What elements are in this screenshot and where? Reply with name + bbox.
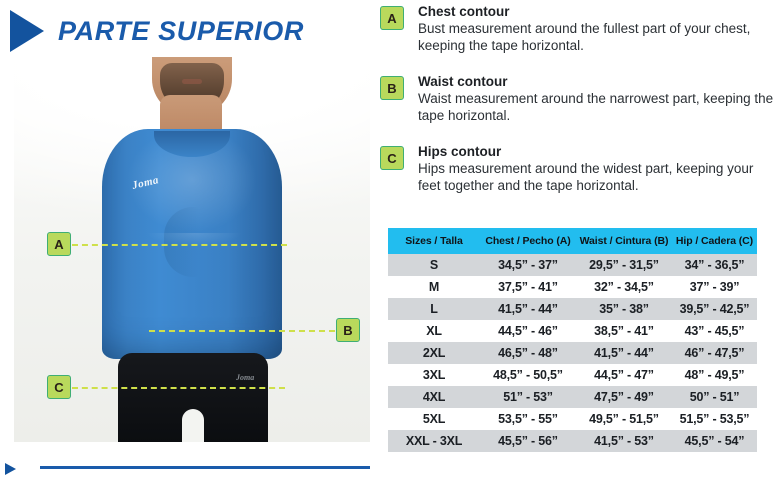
cell-waist: 41,5” - 44” [576,342,672,364]
model-legs-gap [182,409,204,442]
model-photo: Joma Joma A B C [14,57,370,442]
shirt-shading [164,207,222,277]
cell-size: 2XL [388,342,480,364]
footer-divider [40,466,370,469]
table-header-row: Sizes / Talla Chest / Pecho (A) Waist / … [388,228,757,254]
contour-badge-c: C [380,146,404,170]
cell-size: XXL - 3XL [388,430,480,452]
cell-chest: 41,5” - 44” [480,298,576,320]
table-row: L 41,5” - 44” 35” - 38” 39,5” - 42,5” [388,298,757,320]
contour-item-waist: B Waist contour Waist measurement around… [380,74,776,125]
contour-text-waist: Waist contour Waist measurement around t… [418,74,776,125]
cell-chest: 53,5” - 55” [480,408,576,430]
table-row: 3XL 48,5” - 50,5” 44,5” - 47” 48” - 49,5” [388,364,757,386]
cell-hip: 50” - 51” [672,386,757,408]
column-header-hip: Hip / Cadera (C) [672,228,757,254]
cell-hip: 51,5” - 53,5” [672,408,757,430]
cell-chest: 45,5” - 56” [480,430,576,452]
model-lip [182,79,202,84]
contour-title-waist: Waist contour [418,74,508,89]
cell-hip: 39,5” - 42,5” [672,298,757,320]
cell-chest: 34,5” - 37” [480,254,576,276]
measure-marker-b: B [336,318,360,342]
cell-hip: 48” - 49,5” [672,364,757,386]
section-header: PARTE SUPERIOR [8,10,368,52]
cell-chest: 44,5” - 46” [480,320,576,342]
contour-desc-waist: Waist measurement around the narrowest p… [418,91,774,124]
cell-size: S [388,254,480,276]
footer-triangle-icon [5,463,16,475]
cell-size: 4XL [388,386,480,408]
table-row: XXL - 3XL 45,5” - 56” 41,5” - 53” 45,5” - 5… [388,430,757,452]
table-row: 2XL 46,5” - 48” 41,5” - 44” 46” - 47,5” [388,342,757,364]
contour-text-chest: Chest contour Bust measurement around th… [418,4,776,55]
contour-badge-a: A [380,6,404,30]
contour-item-hips: C Hips contour Hips measurement around t… [380,144,776,195]
cell-waist: 32” - 34,5” [576,276,672,298]
cell-size: L [388,298,480,320]
contour-title-chest: Chest contour [418,4,510,19]
measure-guide-hips [72,387,285,389]
measure-guide-waist [149,330,335,332]
table-row: S 34,5” - 37” 29,5” - 31,5” 34” - 36,5” [388,254,757,276]
measure-marker-c: C [47,375,71,399]
column-header-chest: Chest / Pecho (A) [480,228,576,254]
column-header-size: Sizes / Talla [388,228,480,254]
measure-guide-chest [72,244,287,246]
cell-waist: 35” - 38” [576,298,672,320]
table-row: M 37,5” - 41” 32” - 34,5” 37” - 39” [388,276,757,298]
cell-hip: 45,5” - 54” [672,430,757,452]
cell-hip: 34” - 36,5” [672,254,757,276]
contour-desc-hips: Hips measurement around the widest part,… [418,161,754,194]
cell-hip: 43” - 45,5” [672,320,757,342]
table-row: 5XL 53,5” - 55” 49,5” - 51,5” 51,5” - 53,5” [388,408,757,430]
cell-size: 3XL [388,364,480,386]
measurement-instructions: A Chest contour Bust measurement around … [372,0,780,479]
contour-badge-b: B [380,76,404,100]
cell-waist: 38,5” - 41” [576,320,672,342]
cell-waist: 44,5” - 47” [576,364,672,386]
table-row: 4XL 51” - 53” 47,5” - 49” 50” - 51” [388,386,757,408]
cell-chest: 51” - 53” [480,386,576,408]
upper-body-section: PARTE SUPERIOR Joma Joma A B C [0,0,372,479]
cell-hip: 46” - 47,5” [672,342,757,364]
cell-size: M [388,276,480,298]
cell-waist: 29,5” - 31,5” [576,254,672,276]
cell-waist: 41,5” - 53” [576,430,672,452]
cell-chest: 37,5” - 41” [480,276,576,298]
shirt-highlight [126,233,262,263]
contour-title-hips: Hips contour [418,144,502,159]
triangle-marker-icon [10,10,44,52]
cell-chest: 46,5” - 48” [480,342,576,364]
measure-marker-a: A [47,232,71,256]
cell-hip: 37” - 39” [672,276,757,298]
contour-desc-chest: Bust measurement around the fullest part… [418,21,751,54]
shorts-brand-logo: Joma [236,373,255,382]
cell-size: XL [388,320,480,342]
cell-size: 5XL [388,408,480,430]
table-row: XL 44,5” - 46” 38,5” - 41” 43” - 45,5” [388,320,757,342]
page-title: PARTE SUPERIOR [58,15,304,46]
size-table: Sizes / Talla Chest / Pecho (A) Waist / … [388,228,757,452]
cell-waist: 49,5” - 51,5” [576,408,672,430]
cell-chest: 48,5” - 50,5” [480,364,576,386]
contour-item-chest: A Chest contour Bust measurement around … [380,4,776,55]
size-chart: Sizes / Talla Chest / Pecho (A) Waist / … [388,228,757,452]
cell-waist: 47,5” - 49” [576,386,672,408]
contour-text-hips: Hips contour Hips measurement around the… [418,144,776,195]
column-header-waist: Waist / Cintura (B) [576,228,672,254]
